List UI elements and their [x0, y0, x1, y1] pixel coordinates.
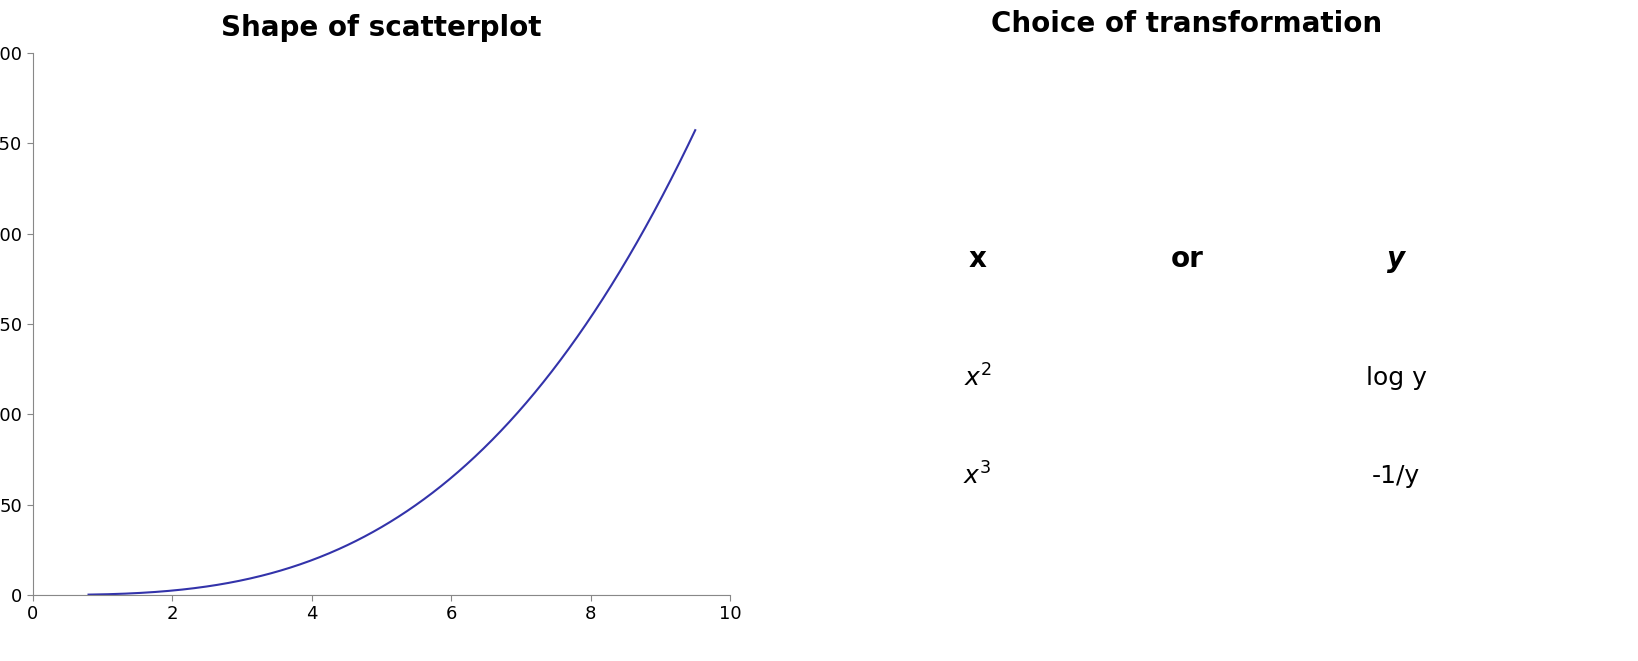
Text: x: x: [968, 245, 986, 273]
Text: $x^2$: $x^2$: [963, 364, 991, 392]
Text: Choice of transformation: Choice of transformation: [991, 9, 1382, 38]
Text: y: y: [1387, 245, 1405, 273]
Text: $x^3$: $x^3$: [963, 462, 991, 489]
Text: or: or: [1171, 245, 1204, 273]
Text: -1/y: -1/y: [1373, 463, 1420, 488]
Text: log y: log y: [1366, 366, 1427, 390]
Title: Shape of scatterplot: Shape of scatterplot: [221, 15, 542, 42]
